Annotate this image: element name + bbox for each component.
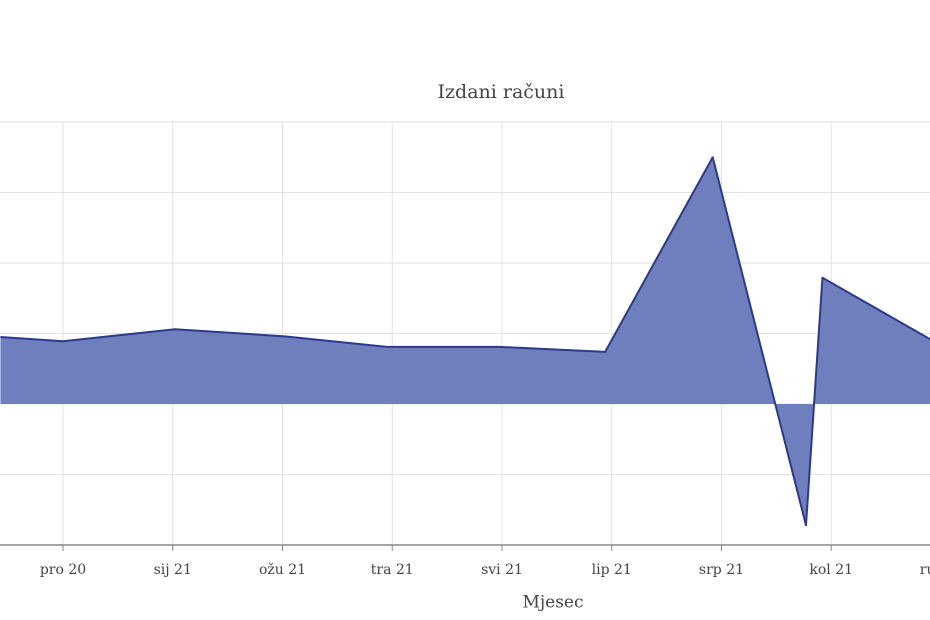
area-line bbox=[0, 156, 930, 527]
x-tick-label: svi 21 bbox=[481, 562, 523, 578]
area-fill bbox=[0, 157, 930, 526]
x-tick-label: pro 20 bbox=[40, 562, 86, 578]
x-tick-label: tra 21 bbox=[371, 562, 414, 578]
x-tick-label: sij 21 bbox=[154, 562, 192, 578]
x-tick-label: ožu 21 bbox=[259, 562, 306, 578]
x-tick-label: kol 21 bbox=[809, 562, 853, 578]
x-axis-label: Mjesec bbox=[522, 593, 583, 613]
x-tick-label: lip 21 bbox=[592, 562, 632, 578]
x-tick-label: ruj 21 bbox=[920, 562, 930, 578]
x-tick-label: srp 21 bbox=[699, 562, 744, 578]
chart-title: Izdani računi bbox=[438, 81, 565, 103]
